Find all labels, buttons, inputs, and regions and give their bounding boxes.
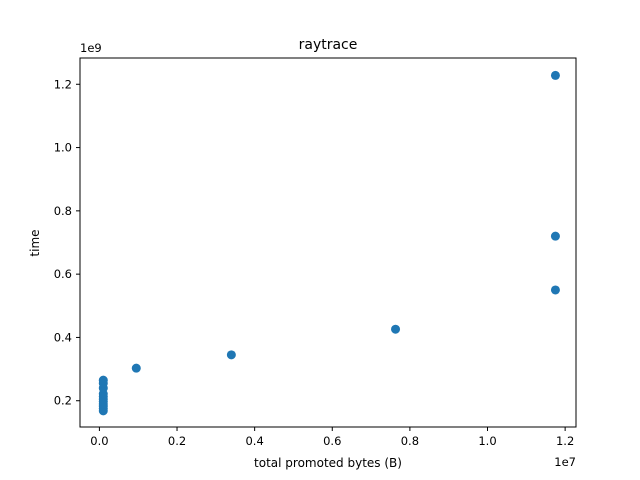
y-tick-label-5: 1.2 xyxy=(54,77,72,91)
x-axis-ticks: 0.0 0.2 0.4 0.6 0.8 1.0 1.2 xyxy=(90,427,574,448)
data-point-11 xyxy=(131,363,141,373)
data-point-14 xyxy=(550,285,560,295)
data-point-12 xyxy=(226,350,236,360)
x-tick-label-0: 0.0 xyxy=(90,434,108,448)
chart-title: raytrace xyxy=(299,37,358,53)
x-tick-label-3: 0.6 xyxy=(323,434,341,448)
x-tick-label-6: 1.2 xyxy=(556,434,574,448)
x-axis-offset-label: 1e7 xyxy=(554,455,576,469)
x-axis-label: total promoted bytes (B) xyxy=(254,456,402,470)
y-tick-label-3: 0.8 xyxy=(54,204,72,218)
data-point-13 xyxy=(391,324,401,334)
data-point-15 xyxy=(550,231,560,241)
y-axis-offset-label: 1e9 xyxy=(80,41,102,55)
x-tick-label-5: 1.0 xyxy=(478,434,496,448)
y-tick-label-0: 0.2 xyxy=(54,394,72,408)
data-point-16 xyxy=(550,70,560,80)
data-point-10 xyxy=(98,375,108,385)
y-tick-label-1: 0.4 xyxy=(54,330,72,344)
x-tick-label-1: 0.2 xyxy=(168,434,186,448)
y-tick-label-2: 0.6 xyxy=(54,267,72,281)
x-tick-label-4: 0.8 xyxy=(401,434,419,448)
x-tick-label-2: 0.4 xyxy=(245,434,263,448)
y-axis-ticks: 0.2 0.4 0.6 0.8 1.0 1.2 xyxy=(54,77,80,408)
y-tick-label-4: 1.0 xyxy=(54,141,72,155)
data-points xyxy=(98,70,560,416)
y-axis-label: time xyxy=(28,229,42,256)
plot-frame xyxy=(79,57,577,428)
